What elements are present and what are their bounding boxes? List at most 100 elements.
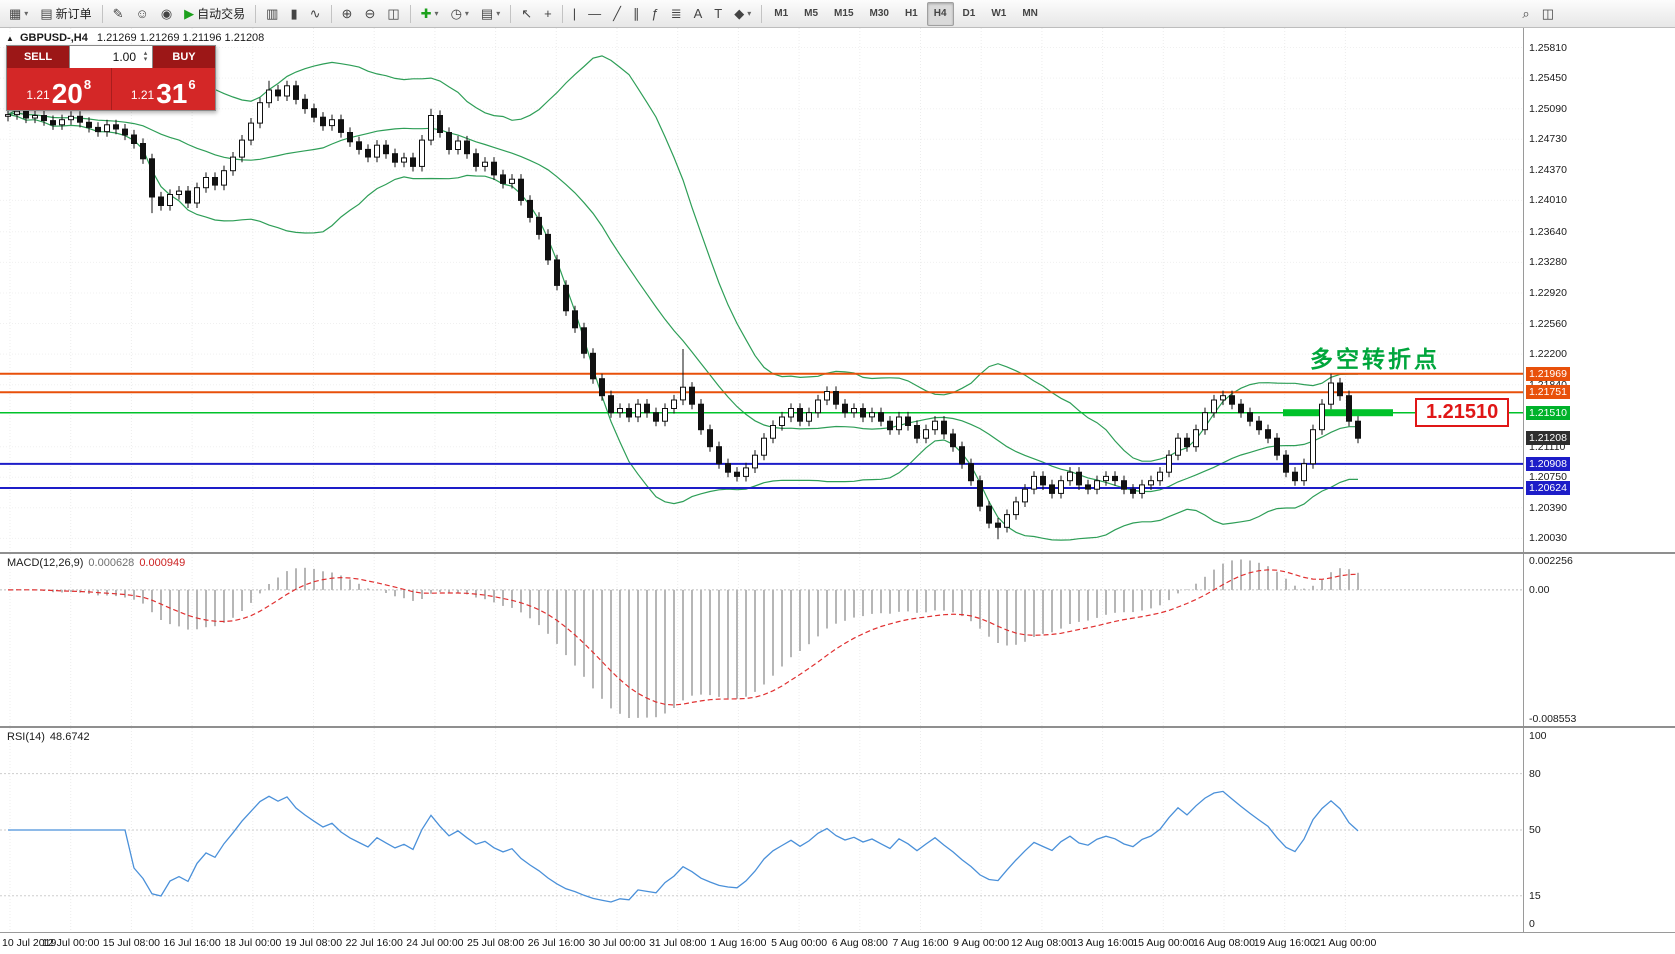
horizontal-level-lines[interactable] <box>0 372 1523 489</box>
macd-value-main: 0.000628 <box>88 557 135 569</box>
trendline-button[interactable]: ╱ <box>608 2 626 26</box>
horizontal-line-button[interactable]: — <box>583 2 606 26</box>
shapes-button[interactable]: ≣ <box>666 2 687 26</box>
price-tick: 1.22560 <box>1529 317 1567 330</box>
new-chart-icon: ▦ <box>9 6 22 21</box>
panel-splitter[interactable] <box>0 726 1675 728</box>
timeframe-mn-button[interactable]: MN <box>1022 8 1038 19</box>
price-tick: 1.25810 <box>1529 41 1567 54</box>
candle-chart-type-icon: ▮ <box>290 6 298 21</box>
timeframe-m30-button[interactable]: M30 <box>869 8 889 19</box>
toolbar-separator <box>101 4 103 23</box>
main-chart-plot[interactable]: ▲ GBPUSD-,H4 1.21269 1.21269 1.21196 1.2… <box>0 28 1523 552</box>
zoom-out-button[interactable]: ⊖ <box>359 2 380 26</box>
crosshair-button[interactable]: + <box>539 2 557 26</box>
macd-axis[interactable]: 0.002256 0.00 -0.008553 <box>1523 554 1675 726</box>
layout-button[interactable]: ◫ <box>1537 2 1559 26</box>
tile-windows-button[interactable]: ◫ <box>382 2 404 26</box>
community-icon-button[interactable]: ☺ <box>131 2 154 26</box>
panel-collapse-icon[interactable]: ▲ <box>6 34 14 43</box>
time-label: 18 Jul 00:00 <box>224 937 282 949</box>
price-tick: 1.20750 <box>1529 471 1567 484</box>
price-axis[interactable]: 1.25810 1.25450 1.25090 1.24730 1.24370 1.240… <box>1523 28 1675 552</box>
rsi-axis[interactable]: 100 80 50 15 0 <box>1523 728 1675 932</box>
volume-spinner[interactable]: ▴ ▾ <box>139 50 152 63</box>
macd-plot[interactable]: MACD(12,26,9) 0.000628 0.000949 <box>0 554 1523 726</box>
rsi-chart[interactable] <box>0 728 1523 932</box>
spinner-down-icon[interactable]: ▾ <box>143 56 148 63</box>
macd-value-signal: 0.000949 <box>139 557 186 569</box>
vertical-line-button[interactable]: | <box>568 2 581 26</box>
chart-window: ▲ GBPUSD-,H4 1.21269 1.21269 1.21196 1.2… <box>0 28 1675 954</box>
macd-axis-label: -0.008553 <box>1529 713 1577 725</box>
price-tick: 1.20030 <box>1529 532 1567 545</box>
timeframe-h4-button[interactable]: H4 <box>926 1 954 26</box>
autotrade-button[interactable]: ▶ 自动交易 <box>179 2 250 26</box>
draw-icon-button[interactable]: ✎ <box>108 2 129 26</box>
timeframe-m1-button[interactable]: M1 <box>774 8 789 19</box>
text-button[interactable]: A <box>689 2 708 26</box>
symbol-header: ▲ GBPUSD-,H4 1.21269 1.21269 1.21196 1.2… <box>6 32 264 44</box>
autotrade-icon: ▶ <box>184 6 195 21</box>
zoom-out-icon: ⊖ <box>364 6 376 21</box>
main-price-chart[interactable] <box>0 28 1523 552</box>
text-label-icon: T <box>714 6 723 21</box>
channel-button[interactable]: ∥ <box>628 2 645 26</box>
fibonacci-icon: ƒ <box>651 6 659 21</box>
draw-icon-icon: ✎ <box>112 6 124 21</box>
candle-chart-type-button[interactable]: ▮ <box>285 2 302 26</box>
time-label: 19 Jul 08:00 <box>284 937 343 949</box>
price-level-label: 1.21208 <box>1526 431 1570 446</box>
time-label: 5 Aug 00:00 <box>771 937 828 949</box>
price-tick: 1.25090 <box>1529 102 1567 115</box>
rsi-panel: RSI(14) 48.6742 100 80 50 15 0 <box>0 728 1675 932</box>
price-level-label: 1.21510 <box>1526 405 1570 420</box>
periods-button[interactable]: ◷ ▾ <box>446 2 474 26</box>
buy-price-button[interactable]: 1.21 31 6 <box>110 68 215 110</box>
price-callout-label[interactable]: 1.21510 <box>1415 397 1510 427</box>
toolbar: ▦ ▾ ▤ 新订单 ✎ ☺ ◉ ▶ 自动交易 ▥ ▮ ∿ ⊕ ⊖ ◫ ✚ ▾ ◷ ▾ ▤ ▾ ↖ + | — ╱ ∥ ƒ ≣ A T ◆ ▾ M… <box>0 0 1675 28</box>
thick-level-segment <box>1283 409 1393 417</box>
main-chart-panel: ▲ GBPUSD-,H4 1.21269 1.21269 1.21196 1.2… <box>0 28 1675 552</box>
buy-button[interactable]: BUY <box>153 46 215 68</box>
vertical-line-icon: | <box>572 6 577 21</box>
search-button[interactable]: ⌕ <box>1517 2 1534 26</box>
time-label: 30 Jul 00:00 <box>588 937 646 949</box>
text-label-button[interactable]: T <box>709 2 727 26</box>
timeframe-h1-button[interactable]: H1 <box>904 8 918 19</box>
time-axis[interactable]: 10 Jul 2019 12 Jul 00:00 15 Jul 08:00 16 Ju… <box>0 932 1675 954</box>
new-chart-button[interactable]: ▦ ▾ <box>4 2 33 26</box>
time-label: 6 Aug 08:00 <box>831 937 888 949</box>
volume-input[interactable]: 1.00 ▴ ▾ <box>69 46 153 68</box>
timeframe-w1-button[interactable]: W1 <box>991 8 1007 19</box>
timeframe-m5-button[interactable]: M5 <box>804 8 819 19</box>
bar-chart-type-button[interactable]: ▥ <box>261 2 283 26</box>
zoom-in-button[interactable]: ⊕ <box>337 2 358 26</box>
timeframe-m15-button[interactable]: M15 <box>834 8 854 19</box>
toolbar-separator <box>761 4 763 23</box>
tile-windows-icon: ◫ <box>387 6 400 21</box>
price-tick: 1.24370 <box>1529 163 1567 176</box>
sell-price-button[interactable]: 1.21 20 8 <box>7 68 111 110</box>
cursor-button[interactable]: ↖ <box>516 2 537 26</box>
spinner-up-icon[interactable]: ▴ <box>143 50 148 57</box>
timeframe-d1-button[interactable]: D1 <box>962 8 976 19</box>
templates-button[interactable]: ▤ ▾ <box>476 2 505 26</box>
time-label: 10 Jul 2019 <box>2 937 57 949</box>
sell-button[interactable]: SELL <box>7 46 69 68</box>
arrows-button[interactable]: ◆ ▾ <box>729 2 756 26</box>
indicators-button[interactable]: ✚ ▾ <box>416 2 444 26</box>
rsi-plot[interactable]: RSI(14) 48.6742 <box>0 728 1523 932</box>
line-chart-type-button[interactable]: ∿ <box>305 2 326 26</box>
new-order-button[interactable]: ▤ 新订单 <box>35 2 96 26</box>
templates-icon: ▤ <box>480 6 494 21</box>
rsi-axis-label: 100 <box>1529 730 1547 742</box>
chart-annotation-text[interactable]: 多空转折点 <box>1310 345 1440 372</box>
web-icon-icon: ◉ <box>160 6 173 21</box>
web-icon-button[interactable]: ◉ <box>156 2 177 26</box>
macd-chart[interactable] <box>0 554 1523 726</box>
panel-splitter[interactable] <box>0 552 1675 554</box>
bar-chart-type-icon: ▥ <box>266 6 279 21</box>
fibonacci-button[interactable]: ƒ <box>646 2 663 26</box>
toolbar-right-group: ⌕ ◫ <box>1516 0 1560 27</box>
